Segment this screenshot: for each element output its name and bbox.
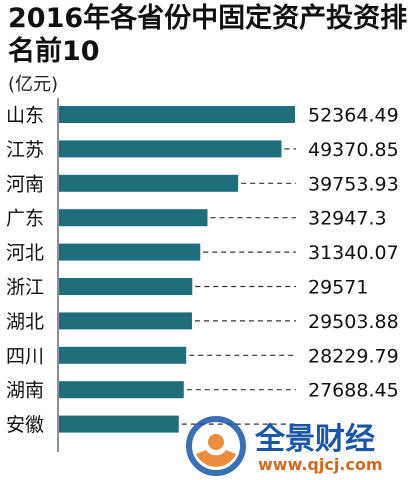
bar [59,106,295,123]
circular-logo-icon [186,416,246,476]
category-label: 四川 [6,345,44,367]
bar [59,381,184,399]
category-label: 湖南 [6,380,44,402]
category-label: 河南 [6,173,44,195]
watermark-url: www.qjcj.com [258,455,383,474]
value-label: 32947.3 [308,208,387,230]
bar [59,209,208,227]
bar [59,140,282,158]
value-label: 29503.88 [308,311,399,333]
bar [59,174,239,192]
category-label: 安徽 [6,414,44,436]
value-label: 52364.49 [308,105,399,127]
watermark-brand: 全景财经 [255,422,375,457]
bar [59,415,179,433]
watermark-logo [186,416,246,476]
value-label: 28229.79 [308,345,399,367]
bar [59,312,192,330]
category-label: 山东 [6,105,44,127]
bar [59,243,201,261]
category-label: 湖北 [6,311,44,333]
value-label: 29571 [308,277,368,299]
value-label: 27688.45 [308,380,399,402]
category-label: 浙江 [6,277,44,299]
category-label: 广东 [6,208,44,230]
category-label: 江苏 [6,139,44,161]
bar [59,346,187,364]
chart-title: 2016年各省份中固定资产投资排名前10 [8,3,408,67]
value-label: 49370.85 [308,139,399,161]
bar [59,278,193,295]
unit-label: (亿元) [8,74,59,95]
category-label: 河北 [6,242,44,264]
value-label: 31340.07 [308,242,399,264]
value-label: 39753.93 [308,173,399,195]
